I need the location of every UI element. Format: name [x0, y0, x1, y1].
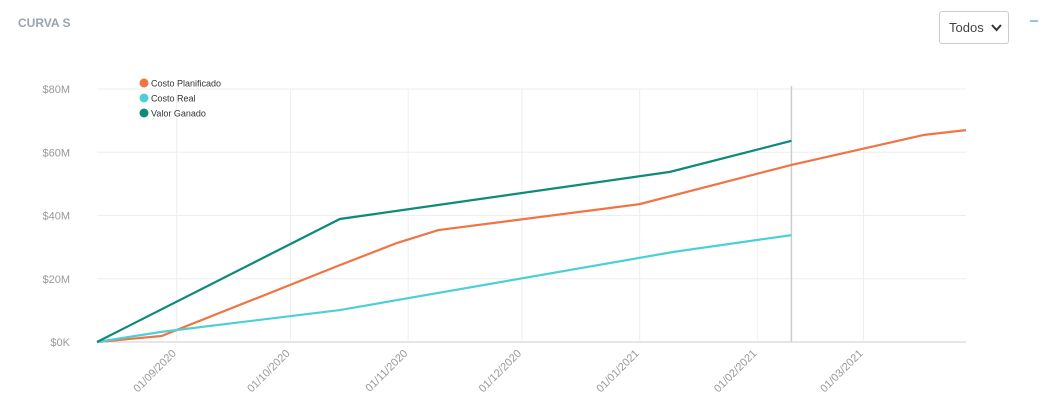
y-tick-label: $80M: [42, 84, 70, 96]
filter-select[interactable]: Todos: [939, 11, 1009, 44]
legend-swatch: [139, 93, 149, 103]
filter-value: Todos: [949, 20, 984, 35]
legend-label: Costo Real: [151, 94, 196, 104]
legend-label: Costo Planificado: [151, 79, 221, 89]
y-tick-label: $0K: [50, 337, 70, 349]
y-tick-label: $20M: [42, 274, 70, 286]
series-line: [96, 139, 792, 343]
x-tick-label: 01/01/2021: [594, 348, 641, 395]
legend-label: Valor Ganado: [151, 109, 206, 119]
legend-swatch: [139, 108, 149, 118]
x-tick-label: 01/11/2020: [363, 348, 410, 395]
x-tick-label: 01/10/2020: [245, 348, 292, 395]
dropdown-arrow: [991, 24, 1002, 32]
y-tick-label: $40M: [42, 211, 70, 223]
menu-dash[interactable]: [1030, 20, 1038, 22]
series-line: [96, 234, 792, 344]
x-tick-label: 01/02/2021: [712, 348, 759, 395]
legend-swatch: [139, 78, 149, 88]
widget-title: CURVA S: [18, 16, 71, 30]
x-tick-label: 01/12/2020: [477, 348, 524, 395]
series-line: [96, 129, 967, 344]
x-tick-label: 01/03/2021: [818, 348, 865, 395]
y-tick-label: $60M: [42, 147, 70, 159]
x-tick-label: 01/09/2020: [131, 348, 178, 395]
